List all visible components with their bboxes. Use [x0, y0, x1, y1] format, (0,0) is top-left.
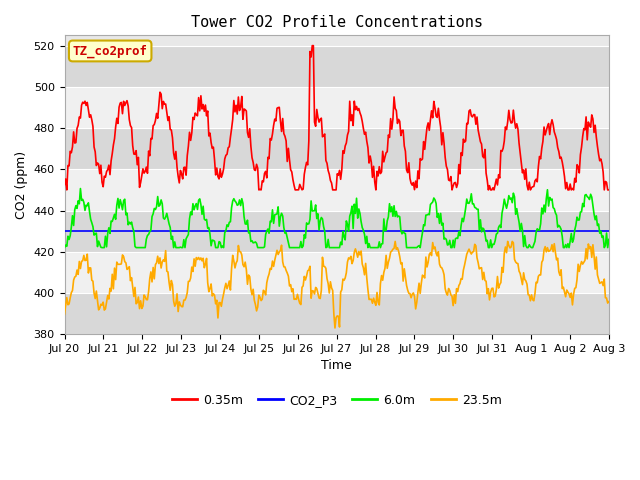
X-axis label: Time: Time	[321, 360, 352, 372]
Legend: 0.35m, CO2_P3, 6.0m, 23.5m: 0.35m, CO2_P3, 6.0m, 23.5m	[166, 389, 507, 411]
Bar	[65, 211, 609, 252]
Bar	[65, 46, 609, 87]
Bar	[65, 169, 609, 211]
Bar	[65, 87, 609, 128]
Y-axis label: CO2 (ppm): CO2 (ppm)	[15, 151, 28, 219]
Bar	[65, 252, 609, 293]
Text: TZ_co2prof: TZ_co2prof	[73, 44, 148, 58]
Title: Tower CO2 Profile Concentrations: Tower CO2 Profile Concentrations	[191, 15, 483, 30]
Bar	[65, 128, 609, 169]
Bar	[65, 293, 609, 334]
